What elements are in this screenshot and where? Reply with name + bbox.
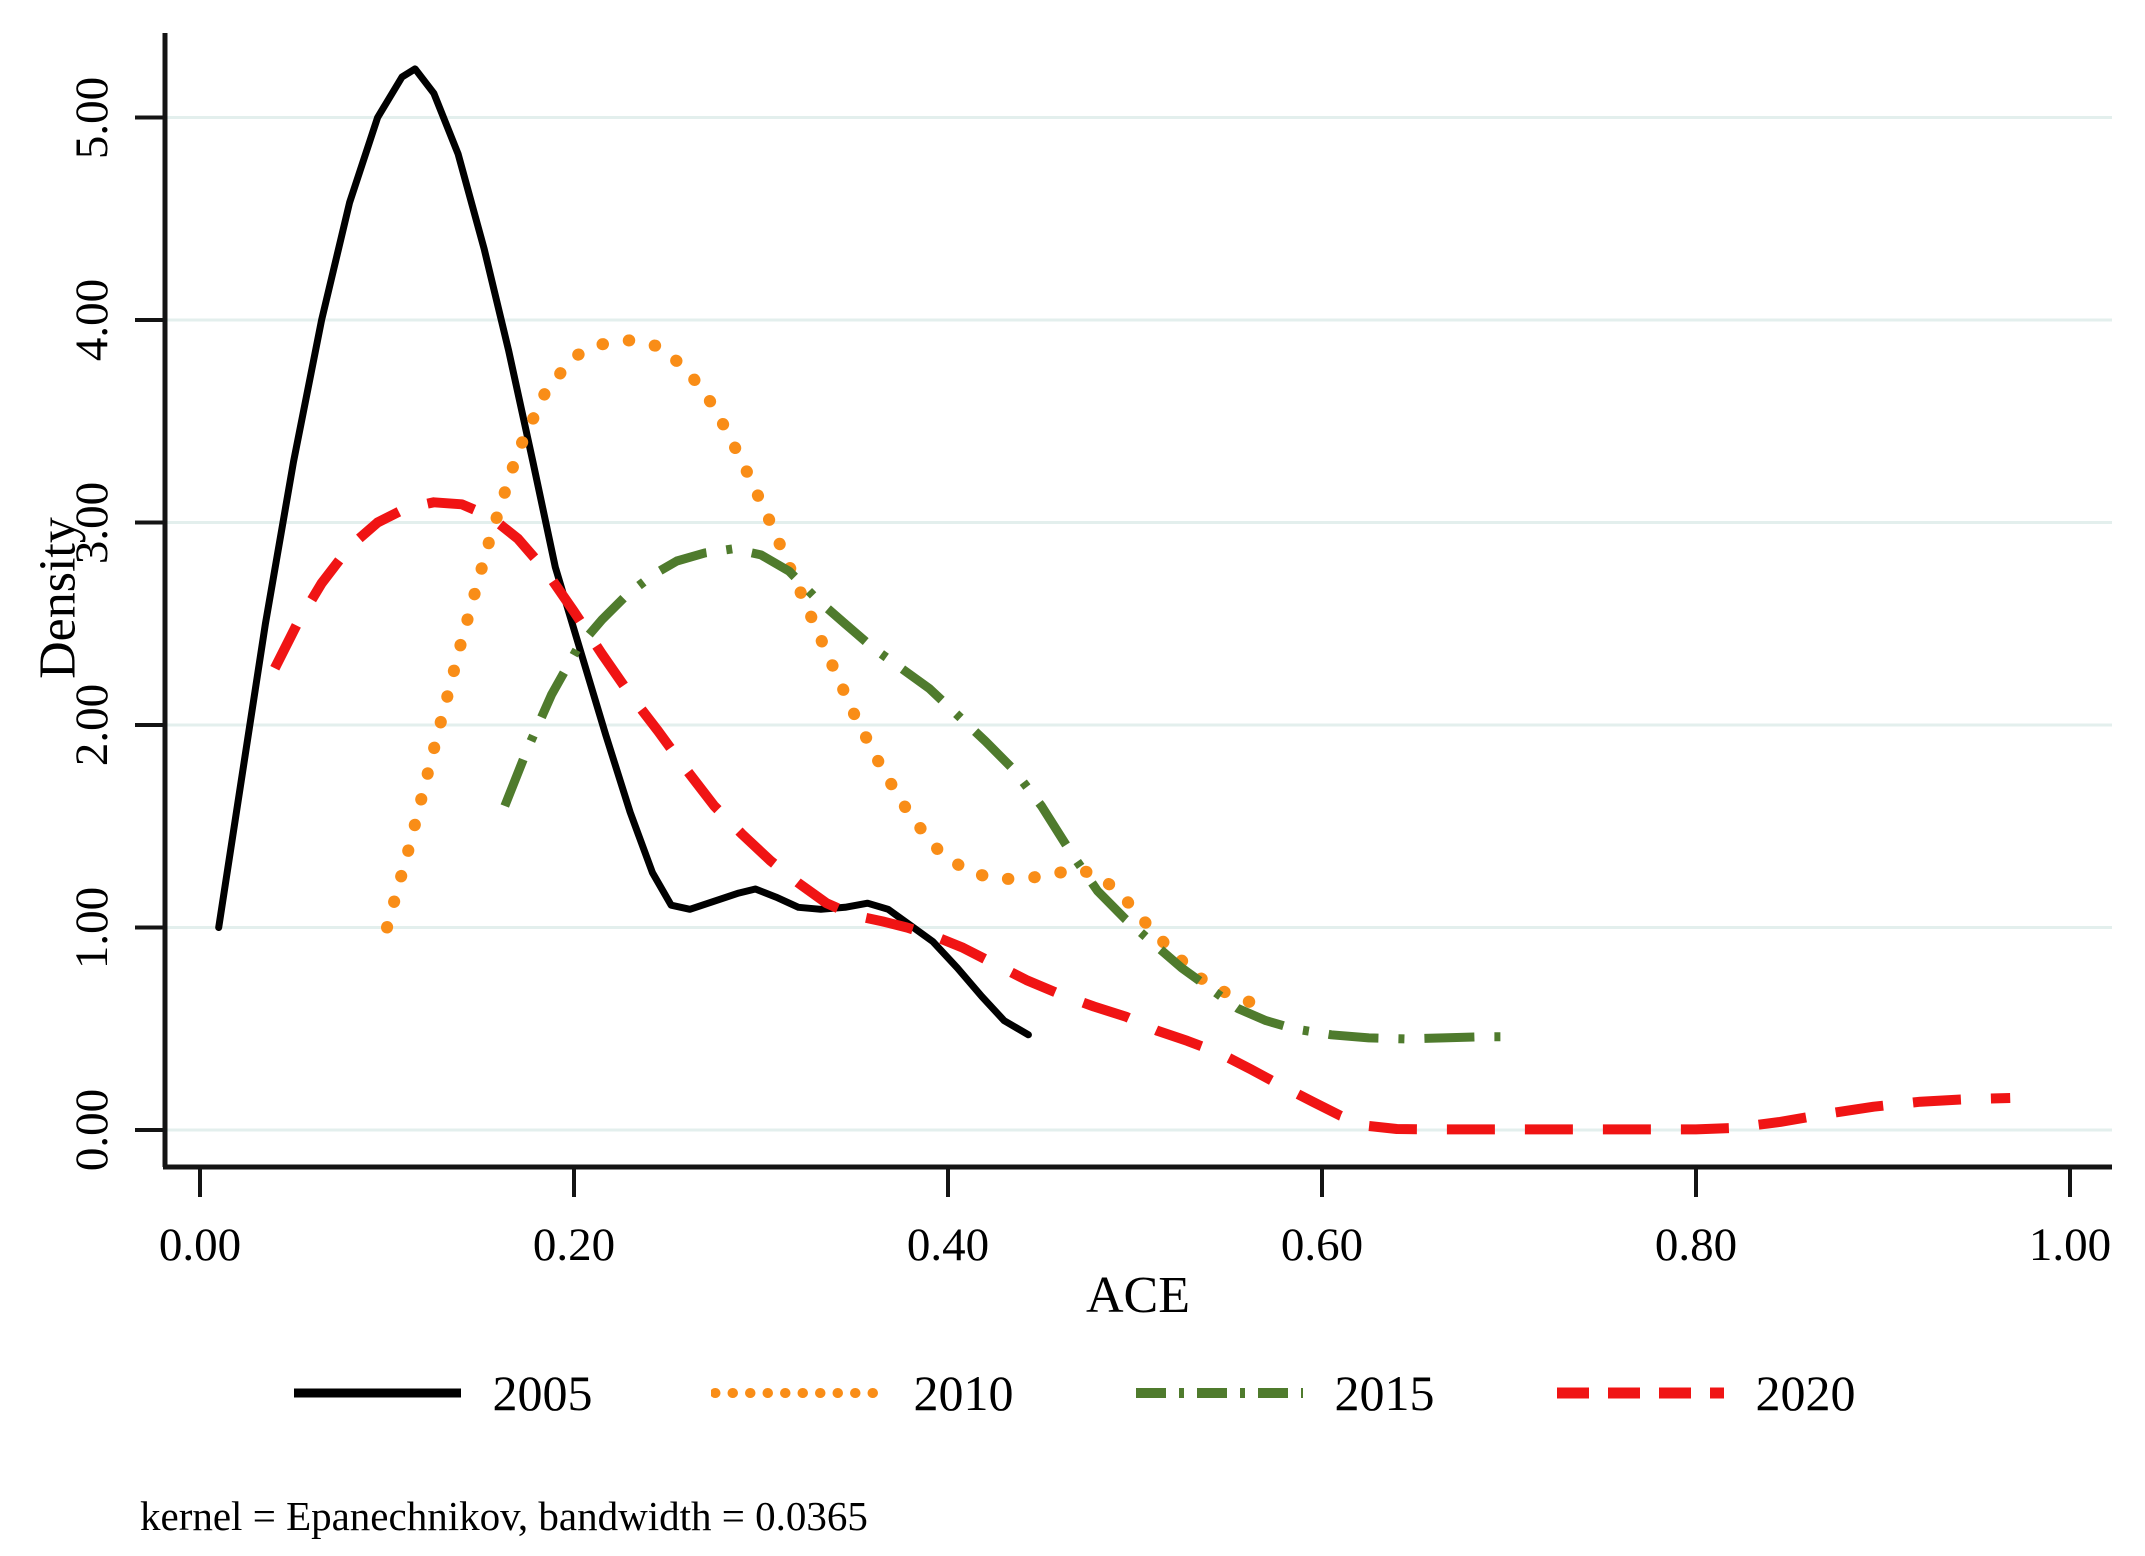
legend-item-2010: 2010 [710,1365,1014,1421]
x-axis-title: ACE [1086,1267,1190,1324]
y-tick-label: 3.00 [66,481,118,564]
x-tick-label: 0.00 [158,1219,242,1271]
y-tick-label: 1.00 [66,886,118,969]
x-tick-label: 0.60 [1280,1219,1364,1271]
legend-label: 2010 [913,1365,1014,1421]
legend-line-swatch-2015 [1135,1388,1303,1398]
x-tick-label: 0.40 [906,1219,990,1271]
legend-line-swatch-2005 [293,1388,461,1398]
density-curve-2020 [270,497,2011,1135]
legend-item-2005: 2005 [290,1368,593,1418]
x-tick-label: 0.80 [1654,1219,1738,1271]
density-curve-2005 [215,65,1032,1039]
legend-item-2015: 2015 [1132,1368,1435,1418]
y-tick-label: 4.00 [66,278,118,362]
x-tick-label: 0.20 [532,1219,616,1271]
y-tick-label: 0.00 [66,1088,118,1172]
density-curve-2015 [500,544,1509,1044]
legend: 2005 2010 2015 2020 [0,1368,2145,1418]
kernel-bandwidth-note: kernel = Epanechnikov, bandwidth = 0.036… [140,1493,868,1539]
y-tick-label: 5.00 [66,76,118,159]
legend-label: 2005 [492,1365,593,1421]
density-curve-2010 [381,334,1276,1013]
legend-label: 2020 [1755,1365,1856,1421]
legend-line-swatch-2010 [710,1388,886,1398]
legend-line-swatch-2020 [1556,1387,1724,1399]
legend-label: 2015 [1334,1365,1435,1421]
legend-item-2020: 2020 [1553,1368,1856,1418]
x-tick-label: 1.00 [2028,1219,2112,1271]
y-tick-label: 2.00 [66,683,118,767]
